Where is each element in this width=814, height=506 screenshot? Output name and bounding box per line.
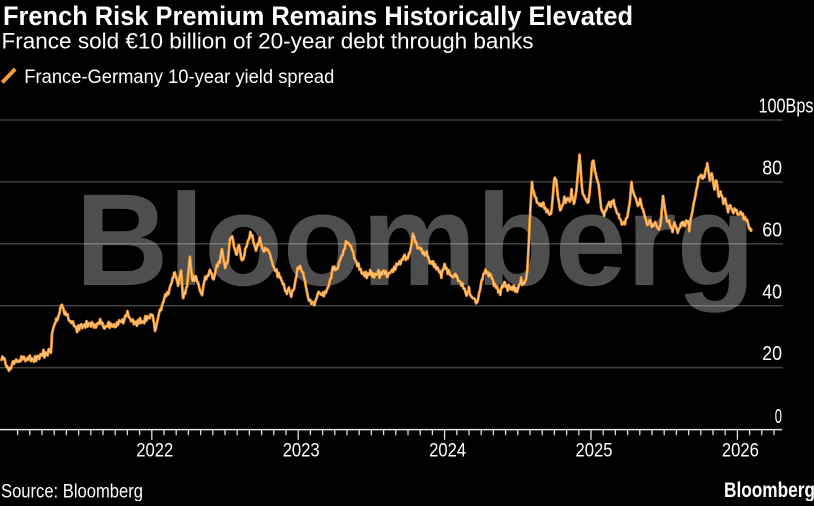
svg-text:2022: 2022	[136, 440, 173, 461]
svg-text:2023: 2023	[283, 440, 320, 461]
svg-text:2024: 2024	[429, 440, 466, 461]
svg-text:20: 20	[762, 343, 782, 365]
svg-text:French Risk Premium Remains Hi: French Risk Premium Remains Historically…	[3, 1, 633, 31]
svg-text:2026: 2026	[722, 440, 759, 461]
svg-text:France sold €10 billion of 20-: France sold €10 billion of 20-year debt …	[2, 29, 534, 54]
svg-text:100Bps: 100Bps	[759, 96, 814, 118]
svg-text:Bloomberg: Bloomberg	[724, 479, 814, 501]
svg-text:France-Germany 10-year yield s: France-Germany 10-year yield spread	[24, 66, 334, 88]
svg-text:60: 60	[762, 219, 782, 241]
svg-text:2025: 2025	[576, 440, 613, 461]
svg-text:Source: Bloomberg: Source: Bloomberg	[1, 481, 143, 501]
svg-text:40: 40	[762, 281, 782, 303]
svg-text:80: 80	[762, 158, 782, 180]
svg-text:0: 0	[775, 406, 782, 428]
